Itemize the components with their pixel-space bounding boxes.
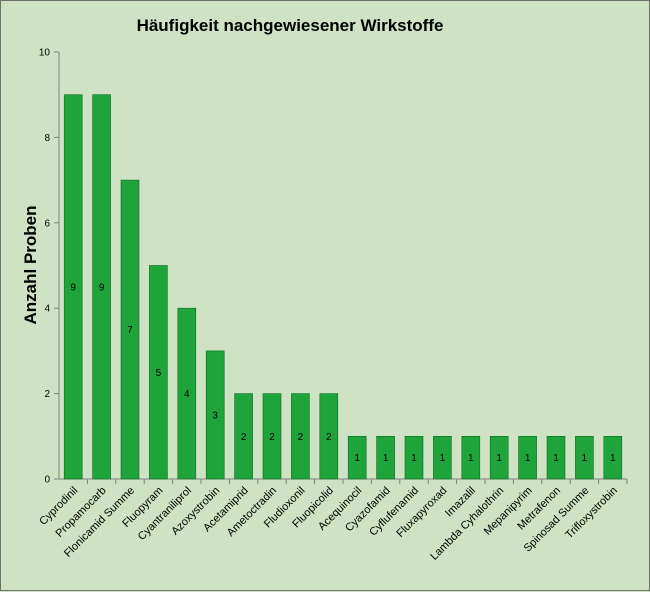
bar-lambda-cyhalothrin xyxy=(489,435,509,480)
bar-fluopicolid xyxy=(319,393,339,480)
y-tick-label: 8 xyxy=(44,133,50,144)
data-label: 7 xyxy=(127,325,133,336)
bar-azoxystrobin xyxy=(205,350,225,480)
bar-cyantraniliprol xyxy=(177,307,197,480)
y-tick-label: 10 xyxy=(39,48,51,59)
bar-imazalil xyxy=(461,435,481,480)
bar-cyprodinil xyxy=(63,94,83,480)
chart-title: Häufigkeit nachgewiesener Wirkstoffe xyxy=(137,16,444,35)
bar-spinosad-summe xyxy=(575,435,594,480)
bar-mepanipyrim xyxy=(518,435,537,480)
y-tick-label: 4 xyxy=(44,304,50,315)
y-tick-label: 0 xyxy=(44,475,50,486)
bar-cyflufenamid xyxy=(404,435,424,480)
data-label: 1 xyxy=(354,453,360,464)
bar-acetamiprid xyxy=(234,393,253,480)
bar-fluxapyroxad xyxy=(433,435,452,480)
data-label: 1 xyxy=(525,453,531,464)
data-label: 9 xyxy=(70,282,76,293)
data-label: 1 xyxy=(411,453,417,464)
bar-metrafenon xyxy=(546,435,566,480)
data-label: 2 xyxy=(241,432,247,443)
bar-fluopyram xyxy=(149,265,168,480)
bar-cyazofamid xyxy=(376,435,395,480)
bar-fludioxonil xyxy=(291,393,310,480)
y-tick-label: 6 xyxy=(44,218,50,229)
bar-flonicamid-summe xyxy=(120,179,140,480)
category-label: Fluxapyroxad xyxy=(394,485,449,540)
plot-area: 02468109Cyprodinil9Propamocarb7Flonicami… xyxy=(37,48,628,563)
plot-background xyxy=(59,52,627,479)
data-label: 1 xyxy=(610,453,616,464)
data-label: 1 xyxy=(440,453,446,464)
data-label: 2 xyxy=(326,432,332,443)
data-label: 4 xyxy=(184,389,190,400)
data-label: 5 xyxy=(156,368,162,379)
data-label: 1 xyxy=(468,453,474,464)
data-label: 3 xyxy=(212,410,218,421)
y-axis-label: Anzahl Proben xyxy=(21,205,40,324)
bar-acequinocil xyxy=(347,435,367,480)
y-tick-label: 2 xyxy=(44,389,50,400)
bar-propamocarb xyxy=(92,94,111,480)
bar-ametoctradin xyxy=(262,393,282,480)
bar-trifloxystrobin xyxy=(603,435,623,480)
data-label: 1 xyxy=(582,453,588,464)
category-label: Trifloxystrobin xyxy=(563,485,620,542)
data-label: 9 xyxy=(99,282,105,293)
data-label: 1 xyxy=(553,453,559,464)
data-label: 1 xyxy=(496,453,502,464)
data-label: 1 xyxy=(383,453,389,464)
data-label: 2 xyxy=(269,432,275,443)
data-label: 2 xyxy=(298,432,304,443)
